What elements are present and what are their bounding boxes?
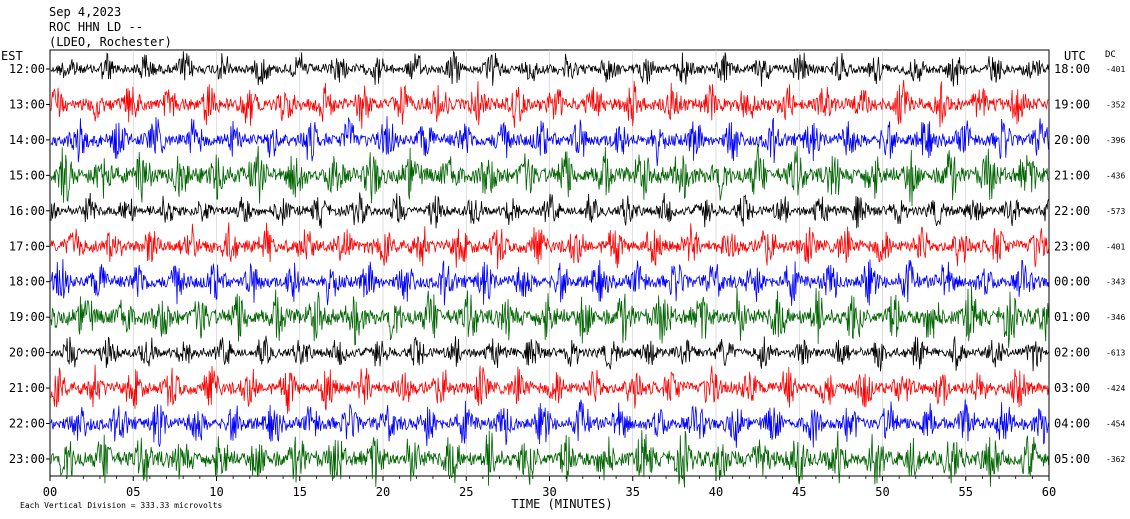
est-hour-label: 14:00 xyxy=(9,133,45,147)
seismic-trace xyxy=(50,259,1049,306)
est-hour-label: 17:00 xyxy=(9,239,45,253)
dc-offset-label: -613 xyxy=(1106,349,1125,358)
utc-hour-label: 20:00 xyxy=(1054,133,1090,147)
x-tick-label: 00 xyxy=(43,485,57,499)
seismic-trace xyxy=(50,116,1049,167)
seismic-trace xyxy=(50,364,1049,414)
utc-hour-label: 22:00 xyxy=(1054,204,1090,218)
est-hour-label: 23:00 xyxy=(9,452,45,466)
x-tick-label: 60 xyxy=(1042,485,1056,499)
utc-hour-label: 03:00 xyxy=(1054,381,1090,395)
utc-hour-label: 18:00 xyxy=(1054,62,1090,76)
est-hour-label: 15:00 xyxy=(9,168,45,182)
est-hour-label: 19:00 xyxy=(9,310,45,324)
est-hour-label: 13:00 xyxy=(9,97,45,111)
dc-offset-label: -573 xyxy=(1106,207,1125,216)
x-tick-label: 55 xyxy=(959,485,973,499)
dc-offset-label: -396 xyxy=(1106,136,1125,145)
est-hour-label: 18:00 xyxy=(9,275,45,289)
est-hour-label: 12:00 xyxy=(9,62,45,76)
trace-layer xyxy=(50,50,1049,488)
scale-footnote: Each Vertical Division = 333.33 microvol… xyxy=(20,501,222,510)
label-layer: 00 05 10 15 20 25 30 35 40 45 50 55 60 12:00 18:00 -401… xyxy=(9,62,1126,499)
dc-offset-label: -436 xyxy=(1106,171,1125,180)
est-hour-label: 16:00 xyxy=(9,204,45,218)
x-tick-label: 25 xyxy=(459,485,473,499)
station-label: ROC HHN LD -- xyxy=(49,20,143,34)
dc-offset-label: -454 xyxy=(1106,420,1125,429)
x-tick-label: 05 xyxy=(126,485,140,499)
utc-hour-label: 21:00 xyxy=(1054,168,1090,182)
dc-offset-label: -343 xyxy=(1106,278,1125,287)
x-tick-label: 15 xyxy=(293,485,307,499)
seismic-trace xyxy=(50,50,1049,87)
x-tick-label: 35 xyxy=(626,485,640,499)
dc-offset-label: -424 xyxy=(1106,384,1125,393)
right-axis-label: UTC xyxy=(1064,49,1086,63)
left-axis-label: EST xyxy=(1,49,23,63)
seismic-trace xyxy=(50,192,1049,229)
x-tick-label: 45 xyxy=(792,485,806,499)
utc-hour-label: 01:00 xyxy=(1054,310,1090,324)
network-label: (LDEO, Rochester) xyxy=(49,35,172,49)
x-tick-label: 10 xyxy=(209,485,223,499)
est-hour-label: 21:00 xyxy=(9,381,45,395)
est-hour-label: 22:00 xyxy=(9,417,45,431)
seismic-trace xyxy=(50,144,1049,207)
seismic-trace xyxy=(50,399,1049,448)
x-tick-label: 40 xyxy=(709,485,723,499)
dc-offset-label: -362 xyxy=(1106,455,1125,464)
utc-hour-label: 00:00 xyxy=(1054,275,1090,289)
seismic-trace xyxy=(50,335,1049,372)
dc-offset-label: -352 xyxy=(1106,100,1125,109)
utc-hour-label: 02:00 xyxy=(1054,346,1090,360)
utc-hour-label: 23:00 xyxy=(1054,239,1090,253)
utc-hour-label: 05:00 xyxy=(1054,452,1090,466)
utc-hour-label: 19:00 xyxy=(1054,97,1090,111)
seismic-trace xyxy=(50,429,1049,488)
x-tick-label: 30 xyxy=(542,485,556,499)
x-tick-label: 20 xyxy=(376,485,390,499)
dc-label: DC xyxy=(1105,50,1116,60)
x-tick-label: 50 xyxy=(875,485,889,499)
utc-hour-label: 04:00 xyxy=(1054,417,1090,431)
dc-offset-label: -401 xyxy=(1106,242,1125,251)
seismic-trace xyxy=(50,222,1049,270)
est-hour-label: 20:00 xyxy=(9,346,45,360)
seismic-trace xyxy=(50,286,1049,348)
dc-offset-label: -401 xyxy=(1106,65,1125,74)
dc-offset-label: -346 xyxy=(1106,313,1125,322)
chart-date: Sep 4,2023 xyxy=(49,5,121,19)
seismic-trace xyxy=(50,79,1049,129)
x-axis-title: TIME (MINUTES) xyxy=(511,497,612,511)
